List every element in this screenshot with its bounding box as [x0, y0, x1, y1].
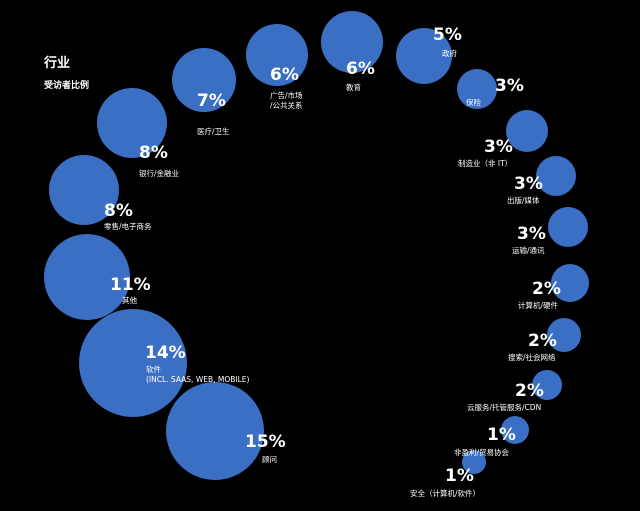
value-label-12: 15% [245, 432, 286, 452]
value-label-15: 8% [104, 201, 133, 221]
bubble-7 [551, 264, 589, 302]
category-label-3: 保险 [466, 97, 481, 107]
bubble-6 [548, 207, 588, 247]
value-label-7: 2% [532, 279, 561, 299]
category-label-15: 零售/电子商务 [104, 221, 152, 231]
category-label-2: 政府 [442, 48, 457, 58]
value-label-17: 7% [197, 91, 226, 111]
bubble-2 [396, 28, 452, 84]
category-label-13: 软件(INCL. SAAS, WEB, MOBILE) [146, 364, 250, 384]
bubble-0 [246, 24, 308, 86]
value-label-11: 1% [445, 466, 474, 486]
value-label-2: 5% [433, 25, 462, 45]
value-label-10: 1% [487, 425, 516, 445]
value-label-0: 6% [270, 65, 299, 85]
bubble-1 [321, 11, 383, 73]
value-label-4: 3% [484, 137, 513, 157]
category-label-11: 安全（计算机/软件） [410, 488, 480, 498]
bubble-17 [172, 48, 236, 112]
category-label-0: 广告/市场/公共关系 [270, 90, 303, 110]
category-label-12: 顾问 [262, 455, 277, 464]
category-label-6: 运输/通讯 [512, 245, 545, 255]
category-label-9: 云服务/托管服务/CDN [467, 402, 541, 412]
chart-title: 行业 [44, 56, 71, 71]
value-label-14: 11% [110, 275, 151, 295]
bubble-4 [506, 110, 548, 152]
bubble-16 [97, 88, 167, 158]
bubble-10 [501, 416, 529, 444]
category-label-10: 非盈利/贸易协会 [454, 447, 510, 457]
category-label-4: 制造业（非 IT） [458, 158, 512, 168]
category-label-5: 出版/媒体 [507, 195, 540, 205]
category-label-1: 教育 [346, 82, 361, 92]
category-label-7: 计算机/硬件 [518, 300, 559, 310]
category-label-8: 搜索/社会网络 [508, 352, 556, 362]
value-label-1: 6% [346, 59, 375, 79]
value-label-8: 2% [528, 331, 557, 351]
value-label-5: 3% [514, 174, 543, 194]
category-label-16: 银行/金融业 [139, 168, 180, 178]
bubble-5 [536, 156, 576, 196]
bubble-15 [49, 155, 119, 225]
bubble-9 [532, 370, 562, 400]
category-label-17: 医疗/卫生 [197, 126, 230, 136]
value-label-9: 2% [515, 381, 544, 401]
bubble-13 [79, 309, 187, 417]
bubble-11 [462, 450, 486, 474]
bubble-14 [44, 234, 130, 320]
bubble-3 [457, 69, 497, 109]
value-label-16: 8% [139, 143, 168, 163]
bubble-12 [166, 382, 264, 480]
category-label-14: 其他 [122, 295, 137, 305]
value-label-6: 3% [517, 224, 546, 244]
bubble-8 [547, 318, 581, 352]
value-label-3: 3% [495, 76, 524, 96]
chart-subtitle: 受访者比例 [44, 81, 90, 91]
value-label-13: 14% [145, 343, 186, 363]
